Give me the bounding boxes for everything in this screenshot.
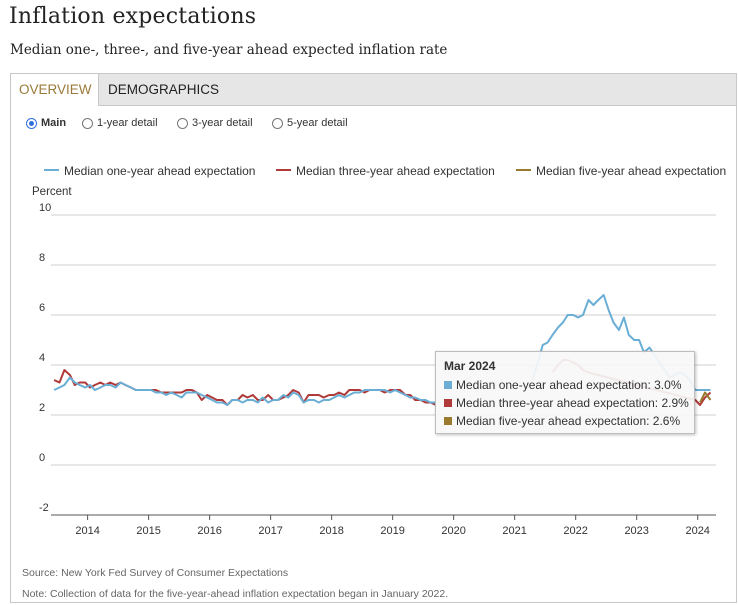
- radio-3-year-detail[interactable]: 3-year detail: [177, 117, 253, 129]
- tooltip-swatch-five-year: [444, 417, 452, 425]
- series-line-five-year: [699, 391, 712, 403]
- x-tick-label: 2019: [380, 525, 404, 537]
- source-note: Source: New York Fed Survey of Consumer …: [22, 567, 289, 579]
- radio-3-year-label: 3-year detail: [192, 117, 253, 129]
- tooltip-text-three-year: Median three-year ahead expectation: 2.9…: [456, 396, 689, 410]
- y-tick-labels: 10 8 6 4 2 0 -2: [39, 202, 51, 514]
- tooltip-swatch-one-year: [444, 381, 452, 389]
- y-tick-label: 8: [39, 252, 45, 264]
- x-tick-label: 2017: [258, 525, 282, 537]
- y-tick-label: 6: [39, 302, 45, 314]
- radio-1-year-detail[interactable]: 1-year detail: [82, 117, 158, 129]
- y-tick-label: -2: [39, 502, 49, 514]
- series-line-one-year: [53, 376, 436, 406]
- y-tick-label: 4: [39, 352, 45, 364]
- radio-1-year-label: 1-year detail: [97, 117, 158, 129]
- legend-item-three-year[interactable]: Median three-year ahead expectation: [276, 164, 495, 178]
- radio-5-year-label: 5-year detail: [287, 117, 348, 129]
- radio-dot: [272, 118, 283, 129]
- page-title: Inflation expectations: [9, 4, 257, 29]
- tab-overview[interactable]: OVERVIEW: [11, 74, 99, 106]
- tooltip-swatch-three-year: [444, 399, 452, 407]
- radio-dot: [177, 118, 188, 129]
- legend-swatch-five-year: [516, 169, 531, 171]
- x-tick-label: 2020: [441, 525, 465, 537]
- y-tick-label: 2: [39, 402, 45, 414]
- page-subtitle: Median one-, three-, and five-year ahead…: [10, 42, 448, 58]
- radio-dot-selected: [26, 118, 37, 129]
- tooltip-row-five-year: Median five-year ahead expectation: 2.6%: [444, 412, 686, 430]
- hover-tooltip: Mar 2024 Median one-year ahead expectati…: [435, 351, 695, 434]
- legend-swatch-three-year: [276, 169, 291, 171]
- x-tick-label: 2014: [75, 525, 99, 537]
- legend-label-five-year: Median five-year ahead expectation: [536, 164, 727, 178]
- x-tick-labels: 2014 2015 2016 2017 2018 2019 2020 2021 2022 2023…: [75, 525, 710, 537]
- radio-dot: [82, 118, 93, 129]
- y-axis-label: Percent: [32, 186, 72, 198]
- y-tick-label: 10: [39, 202, 51, 214]
- y-tick-label: 0: [39, 452, 45, 464]
- tooltip-text-five-year: Median five-year ahead expectation: 2.6%: [456, 414, 681, 428]
- x-tick-label: 2024: [685, 525, 709, 537]
- legend-item-one-year[interactable]: Median one-year ahead expectation: [44, 164, 255, 178]
- legend-label-one-year: Median one-year ahead expectation: [64, 164, 256, 178]
- tooltip-title: Mar 2024: [444, 359, 496, 373]
- series-line-three-year: [53, 369, 437, 406]
- grid-layer: [51, 214, 716, 520]
- tooltip-row-one-year: Median one-year ahead expectation: 3.0%: [444, 376, 686, 394]
- x-tick-label: 2016: [197, 525, 221, 537]
- chart-panel: OVERVIEW DEMOGRAPHICS Main 1-year detail…: [10, 73, 737, 603]
- legend-label-three-year: Median three-year ahead expectation: [296, 164, 495, 178]
- x-tick-label: 2023: [624, 525, 648, 537]
- tab-demographics[interactable]: DEMOGRAPHICS: [108, 82, 220, 97]
- x-tick-label: 2018: [319, 525, 343, 537]
- radio-main-label: Main: [41, 117, 67, 129]
- tooltip-text-one-year: Median one-year ahead expectation: 3.0%: [456, 378, 682, 392]
- x-tick-label: 2021: [502, 525, 526, 537]
- legend-item-five-year[interactable]: Median five-year ahead expectation: [516, 164, 726, 178]
- tooltip-row-three-year: Median three-year ahead expectation: 2.9…: [444, 394, 689, 412]
- collection-note: Note: Collection of data for the five-ye…: [22, 588, 449, 600]
- tab-bar: OVERVIEW DEMOGRAPHICS: [11, 74, 736, 106]
- radio-main[interactable]: Main: [26, 117, 66, 129]
- x-tick-label: 2015: [136, 525, 160, 537]
- legend-swatch-one-year: [44, 169, 59, 171]
- x-tick-label: 2022: [563, 525, 587, 537]
- radio-5-year-detail[interactable]: 5-year detail: [272, 117, 348, 129]
